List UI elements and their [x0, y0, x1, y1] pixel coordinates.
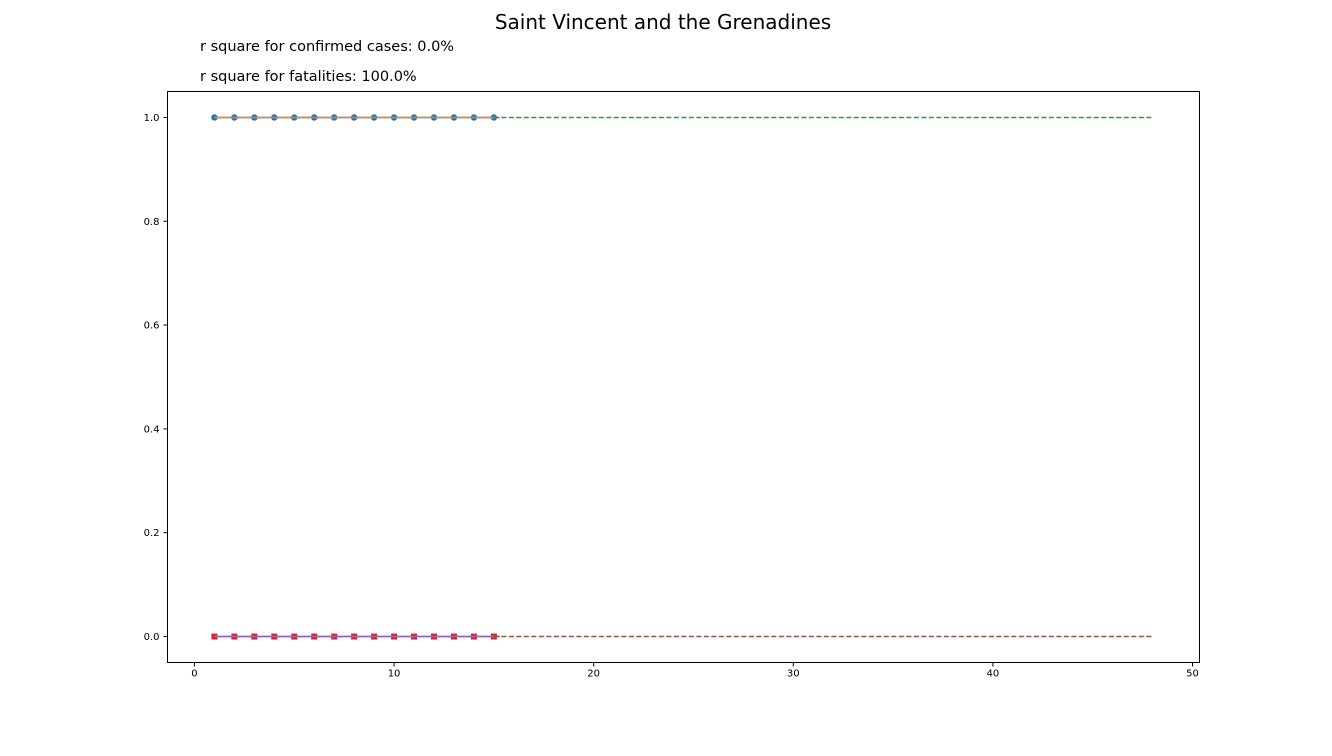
- series-layer: [211, 114, 1153, 640]
- x-tick-label: 30: [787, 669, 800, 680]
- x-tick-label: 0: [191, 669, 197, 680]
- x-tick-label: 50: [1186, 669, 1199, 680]
- x-tick-label: 10: [388, 669, 401, 680]
- axes-frame: [167, 91, 1200, 663]
- series-3-point: [211, 633, 218, 640]
- chart-title: Saint Vincent and the Grenadines: [494, 10, 832, 34]
- r-square-confirmed-annotation: r square for confirmed cases: 0.0%: [200, 39, 455, 55]
- y-tick-label: 0.6: [144, 321, 160, 332]
- series-0-point: [211, 114, 218, 121]
- r-square-fatalities-annotation: r square for fatalities: 100.0%: [200, 69, 417, 85]
- y-tick-label: 0.4: [144, 424, 160, 435]
- y-tick-label: 0.2: [144, 528, 160, 539]
- y-tick-label: 0.0: [144, 632, 160, 643]
- x-axis: 0 10 20 30 40 50: [191, 662, 1199, 680]
- x-tick-label: 20: [587, 669, 600, 680]
- y-axis: 0.0 0.2 0.4 0.6 0.8 1.0: [144, 113, 168, 643]
- y-tick-label: 1.0: [144, 113, 160, 124]
- x-tick-label: 40: [987, 669, 1000, 680]
- y-tick-label: 0.8: [144, 217, 160, 228]
